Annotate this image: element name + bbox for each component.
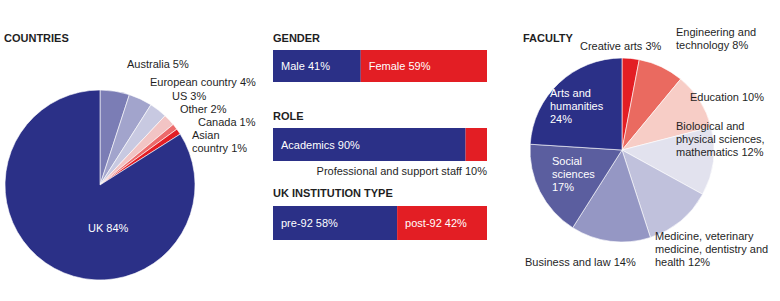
slice-value-label: 1% — [231, 142, 247, 154]
label-line: health — [655, 256, 685, 268]
bar-segment — [273, 128, 466, 161]
slice-label: Canada — [198, 116, 237, 128]
bar-label-value: 90% — [338, 139, 360, 151]
label-line: Australia — [127, 58, 171, 70]
label-line: Social — [552, 155, 585, 167]
bar-label: Male41% — [281, 60, 330, 72]
label-line: technology — [676, 39, 730, 51]
label-line: physical sciences, — [676, 133, 768, 145]
bar-label-value: 58% — [316, 217, 338, 229]
slice-value-label: 12% — [741, 146, 763, 158]
slice-value-label: 1% — [240, 116, 256, 128]
slice-label: Education — [690, 91, 739, 103]
pie-slice — [530, 58, 622, 150]
label-line: sciences — [552, 168, 595, 180]
slice-label: US — [172, 90, 187, 102]
bar-label-name: Professional and support staff — [317, 165, 463, 177]
slice-label: Engineering and technology — [676, 26, 759, 51]
slice-value-label: 12% — [688, 256, 710, 268]
label-line: humanities — [550, 100, 604, 112]
label-line: Creative arts — [580, 40, 643, 52]
chart-title: ROLE — [273, 110, 304, 122]
label-line: US — [172, 90, 187, 102]
label-line: medicine, dentistry and — [655, 243, 771, 255]
slice-value-label: 84% — [106, 222, 128, 234]
slice-value-label: 4% — [240, 76, 256, 88]
label-line: UK — [88, 222, 104, 234]
slice-label: Creative arts — [580, 40, 643, 52]
label-line: Medicine, veterinary — [655, 230, 757, 242]
bar-label-name: Academics — [281, 139, 335, 151]
bar-area — [273, 206, 487, 240]
slice-label: European country — [150, 76, 237, 88]
chart-title: UK INSTITUTION TYPE — [273, 187, 393, 199]
bar-label: Professional and support staff10% — [317, 165, 488, 177]
chart-title: GENDER — [273, 32, 320, 44]
pie-slice — [530, 144, 622, 227]
slice-label: Medicine, veterinary medicine, dentistry… — [655, 230, 771, 268]
bar-label: Academics90% — [281, 139, 360, 151]
label-line: Engineering and — [676, 26, 759, 38]
slice-value-label: 3% — [190, 90, 206, 102]
chart-title: COUNTRIES — [4, 32, 69, 44]
bar-label: Female59% — [369, 60, 431, 72]
slice-value-label: 10% — [742, 91, 764, 103]
slice-label: Social sciences — [552, 155, 595, 180]
bar-label-name: pre-92 — [281, 217, 313, 229]
slice-label: Business and law — [525, 256, 611, 268]
bar-label: pre-9258% — [281, 217, 338, 229]
bar-label-value: 59% — [408, 60, 430, 72]
slice-label: Other — [180, 103, 208, 115]
slice-value-label: 8% — [732, 39, 748, 51]
label-line: Biological and — [676, 120, 748, 132]
slice-label: UK — [88, 222, 104, 234]
pie-slice — [5, 90, 195, 280]
label-line: Other — [180, 103, 208, 115]
label-line: Arts and — [550, 87, 594, 99]
slice-value-label: 17% — [552, 181, 574, 193]
label-line: European country — [150, 76, 237, 88]
bar-label-name: Female — [369, 60, 406, 72]
bar-area — [273, 50, 487, 82]
slice-value-label: 5% — [173, 58, 189, 70]
pie — [5, 90, 195, 280]
bar-segment — [273, 50, 361, 82]
bar-label-name: post-92 — [405, 217, 442, 229]
label-line: Canada — [198, 116, 237, 128]
slice-label: Arts and humanities — [550, 87, 604, 112]
chart-title: FACULTY — [523, 32, 574, 44]
bar-segment — [361, 50, 487, 82]
bar-label-value: 42% — [445, 217, 467, 229]
bar-segment — [397, 206, 487, 240]
slice-label: Asian country — [192, 129, 229, 154]
slice-value-label: 24% — [550, 113, 572, 125]
bar-label-name: Male — [281, 60, 305, 72]
label-line: Education — [690, 91, 739, 103]
label-line: Asian — [192, 129, 223, 141]
bar-label-value: 41% — [308, 60, 330, 72]
bar-area — [273, 128, 487, 161]
label-line: Business and law — [525, 256, 611, 268]
bar-segment — [466, 128, 487, 161]
bar-label-value: 10% — [465, 165, 487, 177]
chart-root: COUNTRIES Australia5% European country4% US… — [0, 0, 780, 301]
label-line: country — [192, 142, 229, 154]
bar-segment — [273, 206, 397, 240]
label-line: mathematics — [676, 146, 739, 158]
bar-label: post-9242% — [405, 217, 467, 229]
slice-label: Biological and physical sciences, mathem… — [676, 120, 768, 158]
slice-value-label: 14% — [614, 256, 636, 268]
slice-value-label: 3% — [645, 40, 661, 52]
slice-label: Australia — [127, 58, 171, 70]
slice-value-label: 2% — [211, 103, 227, 115]
